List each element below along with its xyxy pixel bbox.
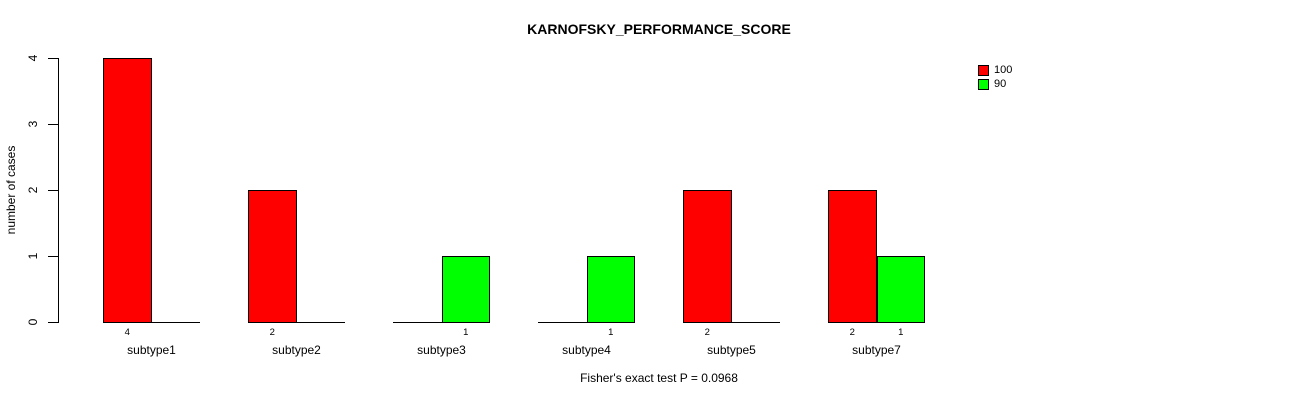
- y-axis-tick-label: 0: [26, 318, 40, 326]
- bar-subtype2-100: [248, 190, 297, 323]
- bar-count-label: 1: [463, 326, 469, 338]
- legend: 100 90: [978, 65, 1012, 90]
- bar-subtype7-100: [828, 190, 877, 323]
- y-axis-line: [58, 58, 59, 323]
- legend-swatch-100: [978, 65, 989, 76]
- y-axis-tick: [48, 322, 58, 323]
- legend-label: 90: [994, 78, 1007, 90]
- legend-label: 100: [994, 64, 1013, 76]
- y-axis-tick-label: 1: [26, 252, 40, 260]
- category-label-subtype4: subtype4: [562, 342, 611, 357]
- legend-item-100: 100: [978, 65, 1012, 76]
- legend-item-90: 90: [978, 79, 1012, 90]
- bar-count-label: 1: [608, 326, 614, 338]
- bar-subtype1-100: [103, 58, 152, 323]
- bar-subtype4-90: [586, 256, 635, 323]
- category-label-subtype7: subtype7: [852, 342, 901, 357]
- bar-count-label: 2: [849, 326, 855, 338]
- y-axis-tick: [48, 124, 58, 125]
- category-label-subtype3: subtype3: [417, 342, 466, 357]
- y-axis-tick-label: 2: [26, 186, 40, 194]
- y-axis-tick: [48, 58, 58, 59]
- category-label-subtype1: subtype1: [127, 342, 176, 357]
- y-axis-tick-label: 3: [26, 120, 40, 128]
- y-axis-label: number of cases: [4, 145, 18, 235]
- bar-count-label: 4: [124, 326, 130, 338]
- bar-group-baseline: [103, 322, 200, 323]
- bar-group-baseline: [683, 322, 780, 323]
- category-label-subtype2: subtype2: [272, 342, 321, 357]
- legend-swatch-90: [978, 79, 989, 90]
- chart-title: KARNOFSKY_PERFORMANCE_SCORE: [527, 21, 791, 37]
- bar-count-label: 2: [704, 326, 710, 338]
- bar-count-label: 1: [898, 326, 904, 338]
- category-label-subtype5: subtype5: [707, 342, 756, 357]
- bar-count-label: 2: [269, 326, 275, 338]
- bar-subtype5-100: [683, 190, 732, 323]
- fisher-test-annotation: Fisher's exact test P = 0.0968: [580, 371, 738, 385]
- y-axis-tick: [48, 256, 58, 257]
- y-axis-tick-label: 4: [26, 54, 40, 62]
- y-axis-tick: [48, 190, 58, 191]
- bar-subtype3-90: [441, 256, 490, 323]
- bar-subtype7-90: [876, 256, 925, 323]
- bar-group-baseline: [248, 322, 345, 323]
